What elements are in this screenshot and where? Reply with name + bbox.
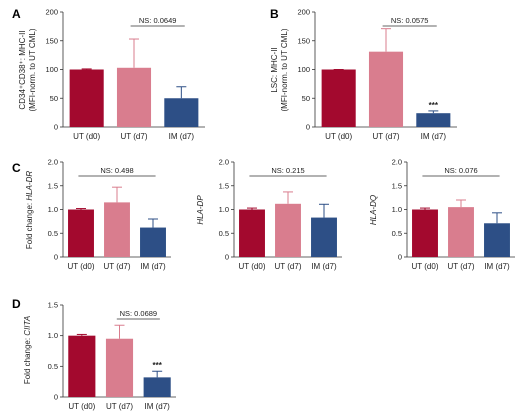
y-axis-label-prefix: Fold change: xyxy=(25,201,34,249)
significance-label: NS: 0.215 xyxy=(271,166,304,175)
y-tick-label: 1.5 xyxy=(48,181,58,190)
y-tick-label: 0 xyxy=(398,253,402,262)
y-tick-label: 1.5 xyxy=(219,181,229,190)
bar-im-d7 xyxy=(484,223,510,257)
y-tick-label: 0.5 xyxy=(48,362,58,371)
y-tick-label: 0 xyxy=(54,123,58,132)
bar-ut-d7 xyxy=(116,67,152,127)
bar-ut-d7 xyxy=(368,51,404,127)
y-tick-label: 150 xyxy=(45,36,58,45)
y-axis-label: (MFI-norm. to UT CML) xyxy=(28,28,37,111)
y-tick-label: 2.0 xyxy=(219,158,229,167)
y-tick-label: 50 xyxy=(302,94,310,103)
y-tick-label: 2.0 xyxy=(48,158,58,167)
y-tick-label: 0.5 xyxy=(48,229,58,238)
y-axis-label-prefix: Fold change: xyxy=(23,336,32,384)
chart-panel-4: 0 0.5 1.0 1.5 2.0 UT (d0) UT (d7) IM (d7) NS: 0.… xyxy=(196,158,342,271)
y-axis-label-gene: HLA-DR xyxy=(25,171,34,201)
y-tick-label: 1.5 xyxy=(392,181,402,190)
bar-im-d7 xyxy=(311,217,337,257)
y-tick-label: 1.0 xyxy=(48,331,58,340)
x-tick-label: IM (d7) xyxy=(484,262,510,271)
bar-ut-d0 xyxy=(68,335,96,397)
chart-panel-5: 0 0.5 1.0 1.5 2.0 UT (d0) UT (d7) IM (d7) NS: 0.… xyxy=(369,158,515,271)
y-axis-label: (MFI-norm. to UT CML) xyxy=(280,28,289,111)
x-tick-label: IM (d7) xyxy=(144,402,170,411)
y-tick-label: 0.5 xyxy=(392,229,402,238)
x-tick-label: UT (d0) xyxy=(412,262,439,271)
y-tick-label: 0 xyxy=(225,253,229,262)
x-tick-label: UT (d7) xyxy=(373,132,400,141)
y-tick-label: 1.0 xyxy=(392,205,402,214)
bar-ut-d7 xyxy=(448,207,474,257)
y-axis-label-gene: CIITA xyxy=(23,316,32,336)
y-axis-label: CD34⁺CD38⁺: MHC-II xyxy=(18,30,27,109)
significance-label: NS: 0.076 xyxy=(444,166,477,175)
significance-stars: *** xyxy=(152,361,162,370)
x-tick-label: UT (d7) xyxy=(275,262,302,271)
y-tick-label: 100 xyxy=(45,65,58,74)
y-tick-label: 1.5 xyxy=(48,301,58,310)
y-tick-label: 1.0 xyxy=(48,205,58,214)
y-tick-label: 200 xyxy=(297,8,310,17)
significance-stars: *** xyxy=(429,101,439,110)
bar-ut-d7 xyxy=(105,338,134,397)
y-tick-label: 0 xyxy=(54,253,58,262)
y-tick-label: 50 xyxy=(50,94,58,103)
y-axis-label: HLA-DQ xyxy=(369,195,378,225)
x-tick-label: UT (d0) xyxy=(73,132,100,141)
bar-ut-d7 xyxy=(275,203,301,257)
bar-im-d7 xyxy=(416,113,451,127)
bar-im-d7 xyxy=(143,377,171,397)
y-axis-label: LSC: MHC-II xyxy=(270,47,279,92)
x-tick-label: UT (d7) xyxy=(104,262,131,271)
bar-ut-d0 xyxy=(412,209,438,257)
significance-label: NS: 0.0649 xyxy=(139,16,177,25)
bar-ut-d0 xyxy=(68,209,94,257)
y-tick-label: 0 xyxy=(54,393,58,402)
panel-letter: C xyxy=(12,161,21,175)
bar-ut-d0 xyxy=(239,209,265,257)
x-tick-label: IM (d7) xyxy=(140,262,166,271)
y-tick-label: 200 xyxy=(45,8,58,17)
panel-letter: B xyxy=(270,7,279,21)
chart-panel-1: A 0 50 100 150 200 UT (d0) UT (d7) IM (d7) NS: 0.… xyxy=(12,7,205,141)
bar-ut-d0 xyxy=(321,69,356,127)
significance-label: NS: 0.498 xyxy=(100,166,133,175)
y-tick-label: 0 xyxy=(306,123,310,132)
panel-letter: A xyxy=(12,7,21,21)
y-tick-label: 1.0 xyxy=(219,205,229,214)
x-tick-label: UT (d0) xyxy=(325,132,352,141)
y-axis-label: Fold change: CIITA xyxy=(23,316,32,384)
bar-im-d7 xyxy=(140,227,166,257)
x-tick-label: UT (d0) xyxy=(68,262,95,271)
bar-ut-d0 xyxy=(69,69,104,127)
bar-im-d7 xyxy=(164,98,199,127)
significance-label: NS: 0.0575 xyxy=(391,16,429,25)
x-tick-label: IM (d7) xyxy=(421,132,447,141)
x-tick-label: IM (d7) xyxy=(169,132,195,141)
y-axis-label: HLA-DP xyxy=(196,195,205,225)
significance-label: NS: 0.0689 xyxy=(120,309,158,318)
y-axis-label: Fold change: HLA-DR xyxy=(25,171,34,249)
chart-panel-2: B 0 50 100 150 200 UT (d0) UT (d7) IM (d7) *** NS:… xyxy=(270,7,457,141)
chart-panel-3: C 0 0.5 1.0 1.5 2.0 UT (d0) UT (d7) IM (d7) NS: 0… xyxy=(12,158,171,271)
y-tick-label: 150 xyxy=(297,36,310,45)
y-tick-label: 2.0 xyxy=(392,158,402,167)
y-tick-label: 0.5 xyxy=(219,229,229,238)
x-tick-label: UT (d7) xyxy=(106,402,133,411)
x-tick-label: UT (d7) xyxy=(448,262,475,271)
x-tick-label: IM (d7) xyxy=(311,262,337,271)
x-tick-label: UT (d0) xyxy=(68,402,95,411)
chart-panel-6: D 0 0.5 1.0 1.5 UT (d0) UT (d7) IM (d7) *** NS: 0… xyxy=(12,297,176,411)
y-tick-label: 100 xyxy=(297,65,310,74)
x-tick-label: UT (d0) xyxy=(239,262,266,271)
x-tick-label: UT (d7) xyxy=(121,132,148,141)
panel-letter: D xyxy=(12,297,21,311)
bar-ut-d7 xyxy=(104,202,130,257)
